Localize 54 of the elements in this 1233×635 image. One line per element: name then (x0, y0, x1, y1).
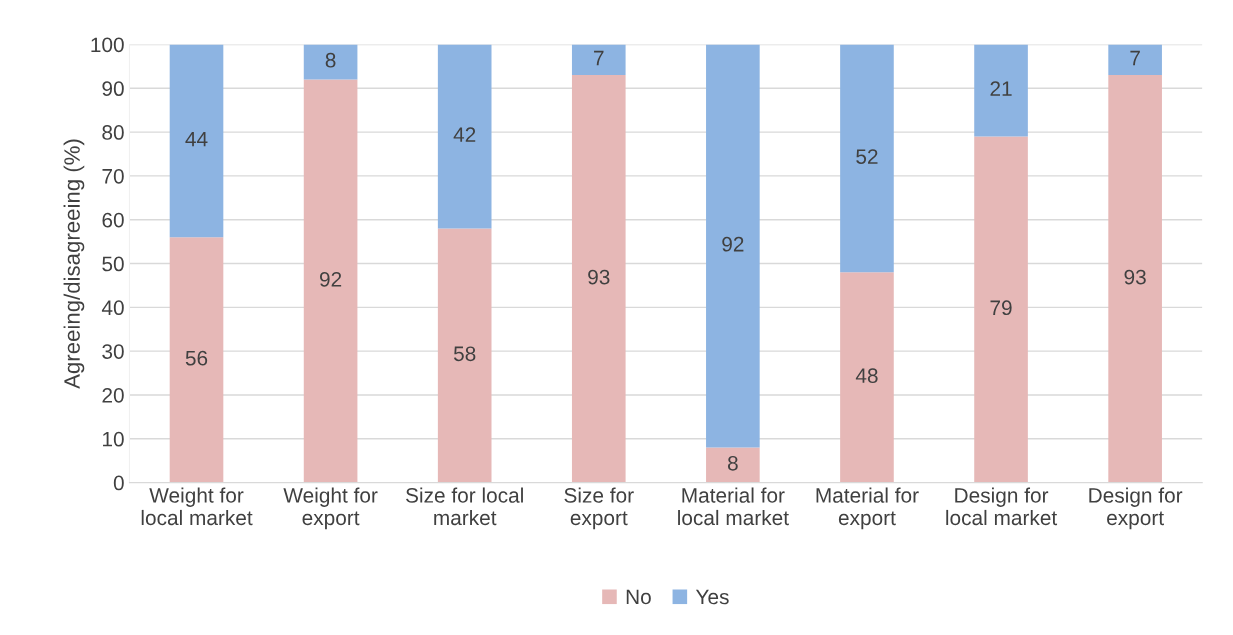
x-tick-label: Size for export (564, 487, 634, 530)
y-tick-label: 80 (102, 125, 124, 140)
bar (571, 75, 626, 483)
y-tick-label: 90 (102, 81, 124, 97)
bar (974, 44, 1028, 137)
data-label: 8 (325, 52, 336, 68)
legend-label: Yes (695, 589, 729, 605)
data-label: 92 (319, 271, 342, 287)
y-tick-label: 20 (102, 387, 124, 403)
data-label: 7 (594, 50, 604, 66)
bar (303, 79, 358, 483)
bar (706, 44, 760, 448)
data-label: 56 (185, 350, 208, 366)
bar (169, 237, 224, 483)
data-label: 93 (588, 269, 610, 285)
data-label: 42 (453, 127, 476, 142)
x-tick-label: Weight for local market (141, 487, 253, 526)
bar (974, 136, 1028, 483)
y-tick-label: 100 (91, 37, 124, 53)
x-tick-label: Size for local market (406, 487, 523, 526)
bar (437, 44, 492, 229)
data-label: 93 (1124, 269, 1146, 285)
bar (303, 44, 358, 80)
y-tick-label: 10 (103, 431, 124, 447)
bar (1108, 75, 1162, 483)
bar (571, 44, 626, 76)
y-axis-title: Agreeing/disagreeing (%) (63, 139, 85, 389)
y-tick-label: 0 (113, 475, 124, 491)
y-tick-label: 60 (102, 212, 124, 228)
data-label: 21 (990, 81, 1012, 96)
legend-label: No (626, 589, 651, 605)
bar (840, 44, 894, 273)
x-tick-label: Design for local market (946, 487, 1058, 526)
data-label: 52 (856, 149, 878, 164)
y-tick-label: 70 (102, 168, 124, 184)
y-tick-label: 30 (102, 344, 124, 359)
bar (169, 44, 224, 238)
bar (840, 272, 894, 483)
data-label: 79 (990, 300, 1012, 316)
bar (1108, 44, 1162, 76)
bar (437, 228, 492, 483)
data-label: 44 (185, 131, 208, 147)
data-label: 8 (727, 455, 738, 471)
x-tick-label: Weight for export (283, 487, 378, 530)
data-label: 92 (722, 236, 744, 252)
x-tick-label: Design for export (1089, 487, 1183, 530)
y-tick-label: 50 (102, 256, 124, 272)
data-label: 58 (453, 346, 476, 362)
x-tick-label: Material for export (816, 487, 919, 530)
data-label: 48 (855, 368, 878, 384)
x-tick-label: Material for local market (678, 487, 789, 526)
bar (706, 447, 760, 483)
data-label: 7 (1130, 50, 1140, 66)
y-tick-label: 40 (101, 300, 124, 316)
